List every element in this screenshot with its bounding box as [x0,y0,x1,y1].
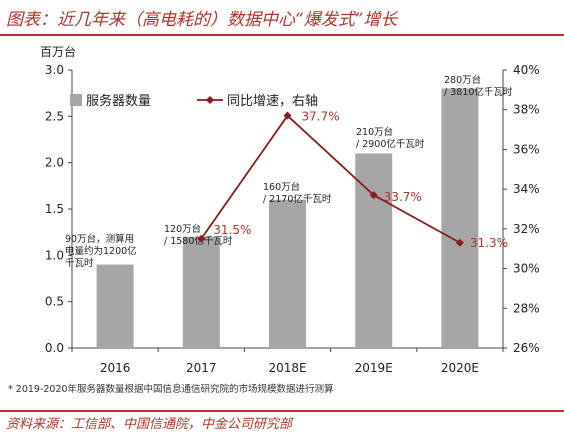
y2-tick-label: 34% [513,182,540,196]
growth-data-label: 31.5% [213,223,251,237]
y2-tick-label: 40% [513,63,540,77]
source-divider [0,410,564,412]
bar-data-label: 千瓦时 [65,257,94,269]
y-tick-label: 2.0 [45,156,64,170]
bar-data-label: / 1580亿千瓦时 [164,235,233,247]
y2-tick-label: 36% [513,142,540,156]
legend-bar-label: 服务器数量 [86,93,151,109]
y2-tick-label: 38% [513,103,540,117]
growth-data-label: 31.3% [470,236,508,250]
legend-line-label: 同比增速，右轴 [227,94,318,109]
x-tick-label: 2020E [441,361,479,375]
growth-data-label: 33.7% [384,190,422,204]
y-tick-label: 0.5 [45,295,64,309]
y2-tick-label: 28% [513,301,540,315]
bar-data-label: / 2900亿千瓦时 [356,138,425,150]
x-tick-label: 2018E [268,361,306,375]
y-tick-label: 1.0 [45,248,64,262]
growth-point [283,111,292,120]
bar-data-label: 120万台 [164,223,201,235]
chart-title-bar: 图表：近几年来（高电耗的）数据中心“爆发式”增长 [0,0,564,34]
bar-data-label: / 3810亿千瓦时 [444,86,513,98]
x-tick-label: 2016 [100,361,131,375]
bar-data-label: 210万台 [356,126,393,138]
y-tick-label: 3.0 [45,63,64,77]
legend-line-marker [206,96,214,104]
bar-data-label: 160万台 [263,181,300,193]
title-divider [0,34,564,36]
y-tick-label: 2.5 [45,109,64,123]
y2-tick-label: 32% [513,222,540,236]
bar-data-label: 280万台 [444,74,481,86]
growth-point [455,238,464,247]
source-note: 资料来源：工信部、中国信通院，中金公司研究部 [6,417,293,432]
bar [96,264,134,348]
bar-data-label: 90万台，测算用 [65,233,134,245]
chart-canvas: 0.0 0.5 1.0 1.5 2.0 2.5 3.0 26% 28% 30% 32% 34% 36% 3… [40,44,540,375]
growth-data-label: 37.7% [302,110,340,124]
y2-tick-label: 30% [513,262,540,276]
bar [182,236,220,348]
y-tick-label: 0.0 [45,341,64,355]
bar-data-label: 电量约为1200亿 [65,245,137,257]
legend-bar-swatch [70,94,82,106]
x-tick-label: 2019E [355,361,393,375]
growth-point [369,191,378,200]
chart-footnote: * 2019-2020年服务器数量根据中国信息通信研究院的市场规模数据进行测算 [8,384,334,395]
bar-data-label: / 2170亿千瓦时 [263,193,332,205]
x-tick-label: 2017 [186,361,217,375]
bar [269,199,306,348]
growth-point [197,234,206,243]
bar [441,88,479,349]
y2-tick-label: 26% [513,341,540,355]
growth-line [200,114,461,244]
y-axis-unit-label: 百万台 [40,44,76,59]
bar [355,153,393,348]
chart-title: 图表：近几年来（高电耗的）数据中心“爆发式”增长 [6,10,398,30]
y-tick-label: 1.5 [45,202,64,216]
